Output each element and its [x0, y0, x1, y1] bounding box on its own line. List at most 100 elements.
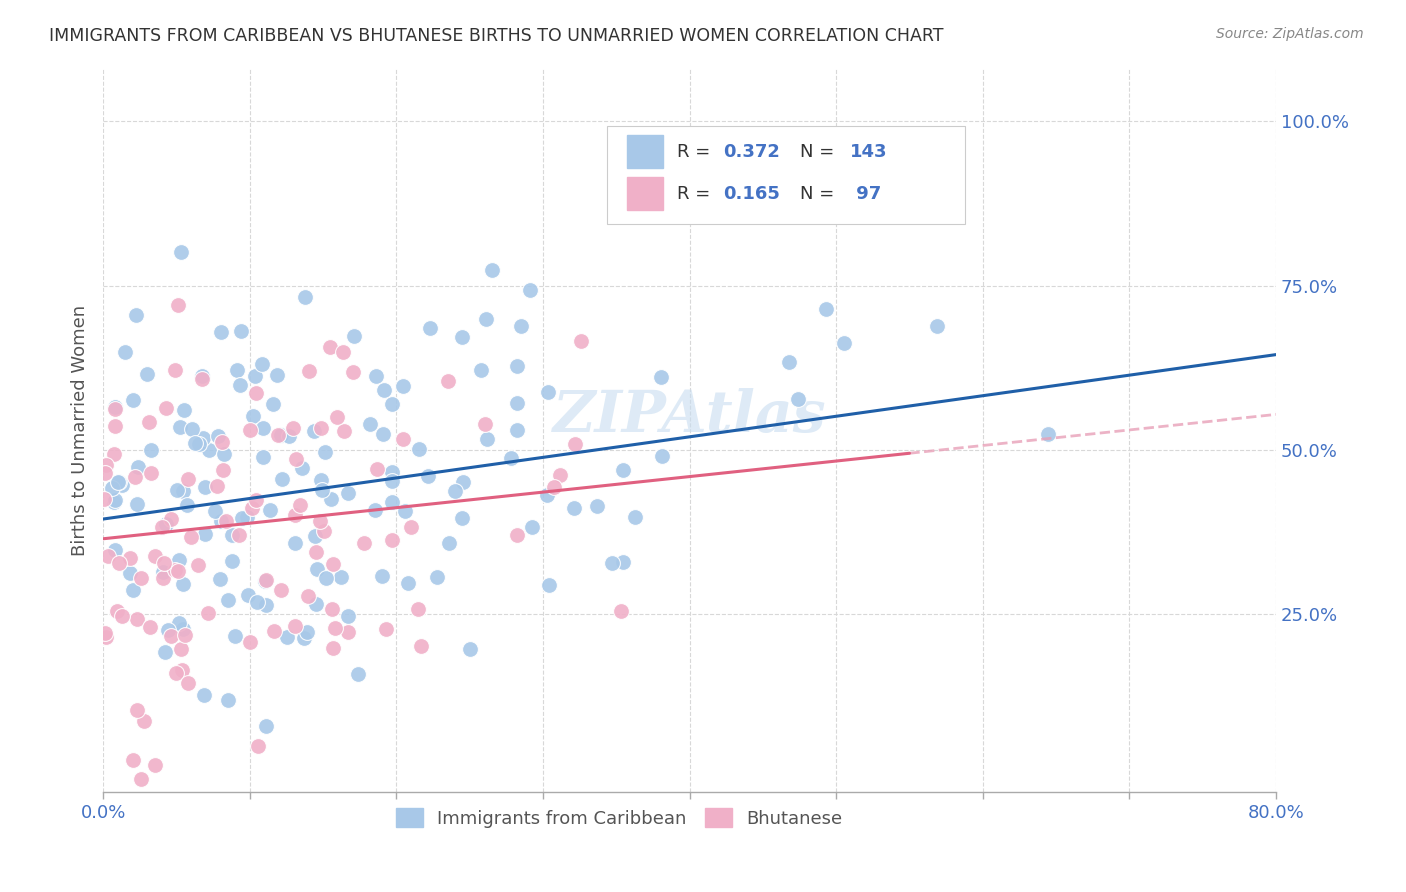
FancyBboxPatch shape: [627, 136, 662, 168]
Point: [229, 378, 252, 392]
Point: [174, 627, 197, 641]
Point: [564, 436, 586, 450]
Text: IMMIGRANTS FROM CARIBBEAN VS BHUTANESE BIRTHS TO UNMARRIED WOMEN CORRELATION CHA: IMMIGRANTS FROM CARIBBEAN VS BHUTANESE B…: [49, 27, 943, 45]
Text: 0.165: 0.165: [724, 185, 780, 202]
Point: [815, 301, 838, 316]
Point: [336, 608, 359, 623]
Point: [1036, 427, 1059, 442]
Point: [363, 502, 385, 516]
Point: [243, 368, 266, 383]
Point: [519, 283, 541, 297]
Point: [392, 378, 415, 392]
Point: [239, 424, 262, 438]
Point: [176, 472, 198, 486]
Point: [409, 639, 432, 653]
Point: [612, 463, 634, 477]
Point: [120, 566, 142, 581]
Point: [139, 466, 162, 480]
Point: [143, 549, 166, 564]
Point: [104, 402, 127, 417]
Point: [250, 357, 273, 371]
Point: [315, 571, 337, 585]
Point: [96, 630, 118, 644]
Point: [131, 571, 153, 585]
Point: [103, 492, 125, 507]
Point: [436, 374, 458, 388]
Point: [475, 432, 498, 446]
Text: R =: R =: [676, 185, 716, 202]
Point: [254, 718, 277, 732]
Point: [474, 417, 496, 432]
Point: [124, 470, 146, 484]
Point: [180, 422, 202, 436]
Point: [235, 510, 257, 524]
Point: [217, 593, 239, 607]
Point: [254, 598, 277, 612]
Point: [100, 481, 122, 495]
Point: [375, 622, 398, 636]
Text: 97: 97: [851, 185, 882, 202]
Point: [105, 604, 128, 618]
Point: [152, 566, 174, 580]
Point: [190, 372, 212, 386]
Point: [347, 666, 370, 681]
Point: [285, 452, 308, 467]
Point: [107, 475, 129, 490]
Point: [209, 325, 232, 339]
Point: [444, 483, 467, 498]
Point: [173, 402, 195, 417]
Point: [778, 355, 800, 369]
Point: [205, 479, 228, 493]
Point: [371, 569, 394, 583]
Text: N =: N =: [800, 143, 834, 161]
Point: [451, 475, 474, 489]
Point: [342, 365, 364, 379]
Point: [252, 450, 274, 465]
Point: [509, 318, 531, 333]
Point: [294, 290, 316, 304]
Point: [204, 504, 226, 518]
Point: [167, 298, 190, 312]
Point: [391, 433, 413, 447]
Point: [650, 449, 672, 463]
Point: [165, 563, 187, 577]
Point: [193, 431, 215, 445]
Point: [381, 474, 404, 488]
Point: [103, 543, 125, 558]
Point: [419, 321, 441, 335]
Point: [451, 329, 474, 343]
Point: [103, 447, 125, 461]
Point: [209, 514, 232, 528]
Point: [262, 396, 284, 410]
Point: [366, 462, 388, 476]
Point: [612, 555, 634, 569]
Point: [177, 676, 200, 690]
Point: [562, 501, 585, 516]
Point: [408, 442, 430, 456]
Point: [537, 385, 560, 400]
Point: [304, 424, 326, 438]
Point: [406, 601, 429, 615]
Point: [332, 344, 354, 359]
Point: [399, 520, 422, 534]
Point: [309, 514, 332, 528]
Point: [217, 692, 239, 706]
Point: [381, 397, 404, 411]
Point: [501, 450, 523, 465]
Point: [609, 604, 631, 618]
Point: [229, 324, 252, 338]
Point: [787, 392, 810, 406]
Point: [326, 409, 349, 424]
Point: [114, 344, 136, 359]
Point: [439, 536, 461, 550]
Point: [169, 245, 191, 260]
Point: [215, 515, 238, 529]
Point: [291, 461, 314, 475]
Point: [228, 528, 250, 542]
Point: [284, 619, 307, 633]
Point: [548, 468, 571, 483]
Point: [537, 578, 560, 592]
Point: [322, 640, 344, 655]
Point: [108, 475, 131, 490]
Point: [127, 460, 149, 475]
